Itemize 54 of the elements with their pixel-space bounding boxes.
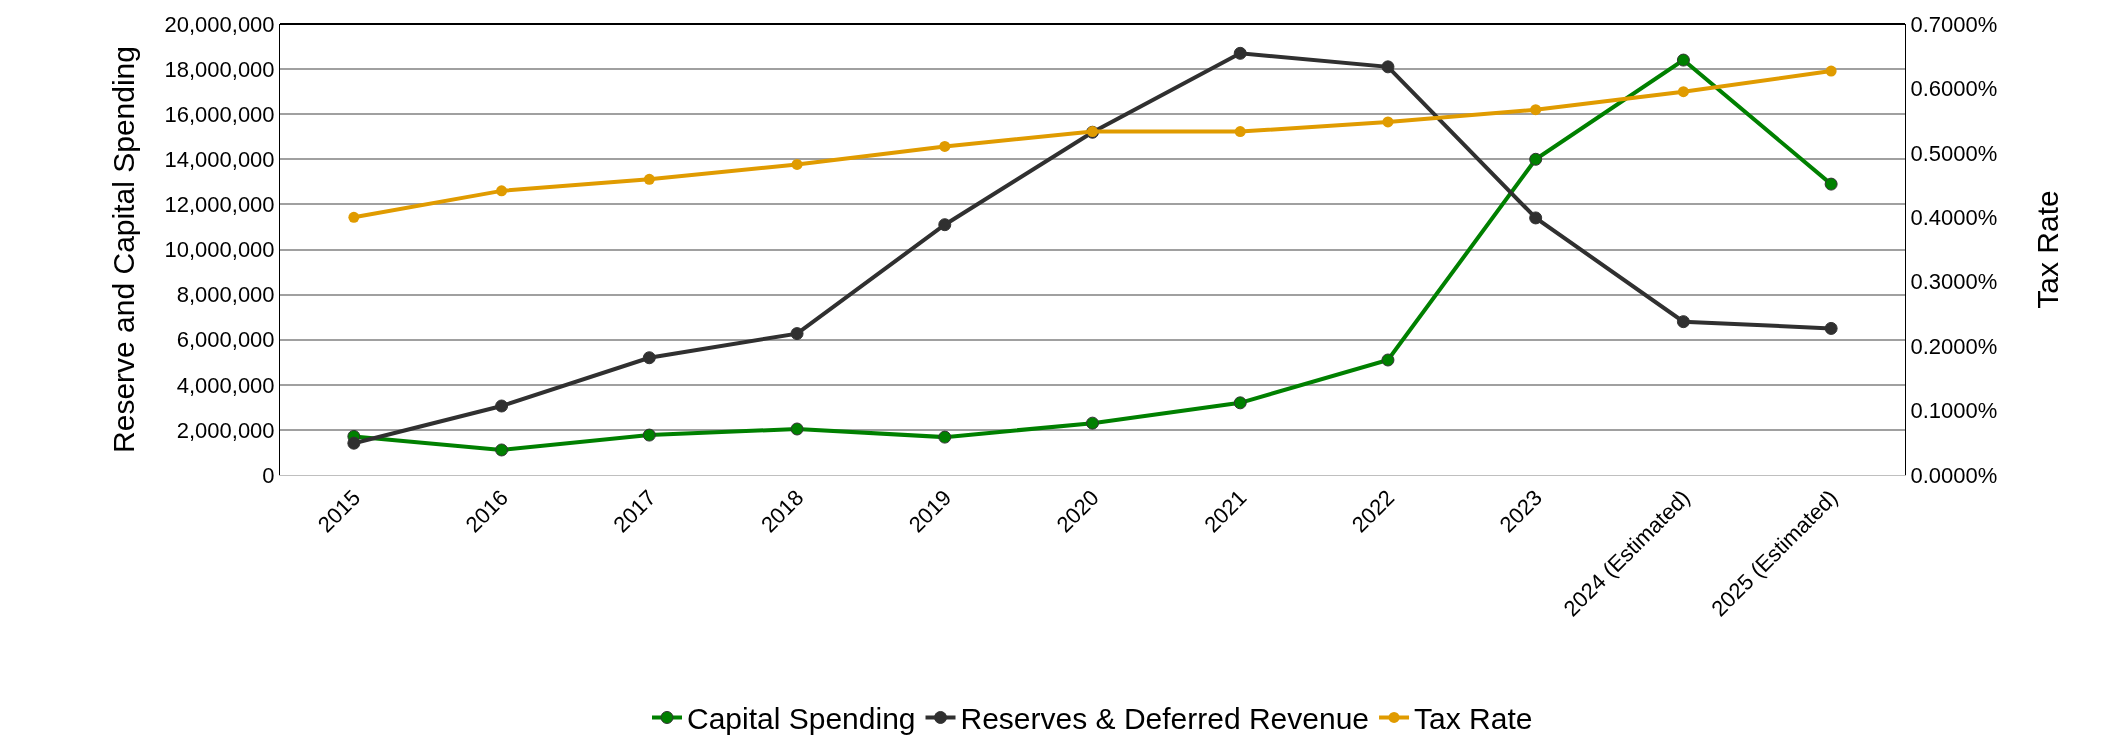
point	[642, 428, 656, 442]
y2-tick-label: 0.1000%	[1910, 398, 1998, 424]
y2-axis-title: Tax Rate	[2030, 190, 2064, 309]
point	[643, 173, 655, 185]
point	[1233, 396, 1247, 410]
y2-tick-label: 0.2000%	[1910, 333, 1998, 359]
point	[1382, 116, 1394, 128]
point	[938, 430, 952, 444]
point	[1825, 65, 1837, 77]
point	[1529, 211, 1543, 225]
y-axis-title: Reserve and Capital Spending	[107, 46, 141, 453]
y2-tick-label: 0.6000%	[1910, 76, 1998, 102]
point	[790, 422, 804, 436]
point	[1824, 177, 1838, 191]
point	[496, 185, 508, 197]
point	[495, 443, 509, 457]
y2-tick-label: 0.0000%	[1910, 462, 1998, 488]
point	[1677, 86, 1689, 98]
y-tick-label: 10,000,000	[164, 237, 275, 263]
y-tick-label: 18,000,000	[164, 56, 275, 82]
y-tick-label: 6,000,000	[176, 327, 275, 353]
y-tick-label: 2,000,000	[176, 417, 275, 443]
point	[1234, 126, 1246, 138]
legend-label: Reserves & Deferred Revenue	[960, 702, 1370, 736]
point	[791, 158, 803, 170]
point	[939, 140, 951, 152]
point	[495, 399, 509, 413]
point	[790, 327, 804, 341]
point	[1824, 321, 1838, 335]
y-tick-label: 16,000,000	[164, 101, 275, 127]
point	[938, 218, 952, 232]
point	[1381, 353, 1395, 367]
y-tick-label: 8,000,000	[176, 282, 275, 308]
point	[642, 351, 656, 365]
y2-tick-label: 0.4000%	[1910, 204, 1998, 230]
y2-tick-label: 0.5000%	[1910, 140, 1998, 166]
legend-label: Capital Spending	[687, 702, 916, 736]
y2-tick-label: 0.7000%	[1910, 11, 1998, 37]
point	[1676, 315, 1690, 329]
point	[1086, 416, 1099, 430]
y2-tick-label: 0.3000%	[1910, 269, 1998, 295]
y-tick-label: 20,000,000	[164, 11, 275, 37]
point	[1233, 46, 1247, 60]
y-tick-label: 14,000,000	[164, 147, 275, 172]
point	[1529, 152, 1543, 166]
y-tick-label: 4,000,000	[176, 372, 275, 398]
point	[1530, 104, 1542, 116]
y-tick-label: 0	[262, 462, 275, 488]
point	[1676, 53, 1690, 67]
legend-label: Tax Rate	[1414, 702, 1533, 736]
point	[347, 436, 361, 450]
point	[348, 211, 360, 223]
y-tick-label: 12,000,000	[164, 192, 275, 218]
point	[1381, 60, 1395, 74]
